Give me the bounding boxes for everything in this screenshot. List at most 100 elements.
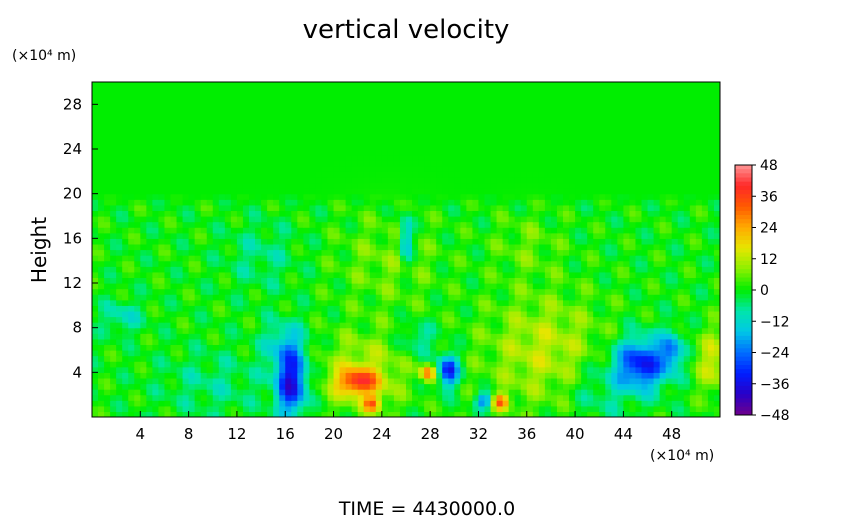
heatmap-cell: [182, 182, 190, 189]
heatmap-cell: [617, 210, 624, 217]
heatmap-cell: [255, 188, 262, 195]
heatmap-cell: [315, 221, 323, 228]
heatmap-cell: [502, 288, 510, 295]
heatmap-cell: [242, 277, 250, 284]
heatmap-cell: [261, 372, 268, 379]
heatmap-cell: [538, 372, 546, 379]
heatmap-cell: [200, 238, 208, 245]
heatmap-cell: [587, 377, 594, 385]
heatmap-cell: [164, 249, 172, 256]
heatmap-cell: [333, 260, 341, 267]
heatmap-cell: [605, 182, 612, 189]
heatmap-cell: [454, 377, 461, 385]
heatmap-cell: [587, 361, 594, 368]
heatmap-cell: [351, 383, 359, 390]
heatmap-cell: [224, 333, 232, 340]
heatmap-cell: [110, 232, 117, 239]
heatmap-cell: [309, 227, 317, 234]
heatmap-cell: [472, 149, 480, 156]
heatmap-cell: [327, 400, 335, 407]
heatmap-cell: [653, 294, 661, 301]
heatmap-cell: [653, 361, 661, 368]
heatmap-cell: [285, 411, 292, 417]
heatmap-cell: [689, 372, 697, 379]
heatmap-cell: [230, 232, 238, 239]
heatmap-cell: [92, 149, 99, 156]
heatmap-cell: [249, 227, 256, 234]
heatmap-cell: [230, 182, 238, 189]
heatmap-cell: [448, 188, 455, 195]
heatmap-cell: [563, 338, 570, 346]
heatmap-cell: [92, 316, 99, 323]
heatmap-cell: [406, 361, 413, 368]
heatmap-cell: [104, 204, 111, 212]
heatmap-cell: [508, 333, 516, 340]
heatmap-cell: [285, 204, 292, 212]
heatmap-cell: [424, 333, 431, 340]
heatmap-cell: [393, 199, 401, 206]
heatmap-cell: [605, 232, 612, 239]
heatmap-cell: [303, 160, 310, 167]
heatmap-cell: [351, 411, 359, 417]
heatmap-cell: [249, 266, 256, 273]
heatmap-cell: [593, 260, 600, 267]
heatmap-cell: [291, 210, 298, 217]
heatmap-cell: [575, 277, 582, 284]
heatmap-cell: [593, 350, 600, 357]
heatmap-cell: [285, 160, 292, 167]
heatmap-cell: [556, 266, 564, 273]
heatmap-cell: [128, 199, 135, 206]
heatmap-cell: [569, 188, 576, 195]
heatmap-cell: [242, 338, 250, 346]
heatmap-cell: [581, 294, 588, 301]
heatmap-cell: [532, 154, 540, 161]
heatmap-cell: [412, 350, 419, 357]
heatmap-cell: [273, 216, 280, 223]
heatmap-cell: [194, 377, 202, 385]
heatmap-cell: [333, 277, 341, 284]
heatmap-cell: [575, 377, 582, 385]
heatmap-cell: [321, 154, 329, 161]
heatmap-cell: [363, 310, 371, 318]
heatmap-cell: [713, 294, 720, 301]
heatmap-cell: [267, 221, 274, 228]
heatmap-cell: [605, 283, 612, 290]
heatmap-cell: [713, 405, 720, 413]
heatmap-cell: [460, 238, 467, 245]
heatmap-cell: [170, 366, 178, 373]
heatmap-cell: [333, 299, 341, 306]
heatmap-cell: [563, 154, 570, 161]
heatmap-cell: [665, 277, 673, 284]
heatmap-cell: [623, 277, 631, 284]
heatmap-cell: [255, 377, 262, 385]
heatmap-cell: [478, 160, 486, 167]
heatmap-cell: [647, 204, 655, 212]
heatmap-cell: [333, 165, 341, 172]
heatmap-cell: [460, 305, 467, 312]
heatmap-cell: [369, 344, 377, 351]
heatmap-cell: [381, 171, 389, 178]
heatmap-cell: [230, 188, 238, 195]
heatmap-cell: [303, 227, 310, 234]
heatmap-cell: [387, 238, 395, 245]
heatmap-cell: [224, 188, 232, 195]
heatmap-cell: [182, 149, 190, 156]
heatmap-cell: [490, 249, 498, 256]
heatmap-cell: [242, 322, 250, 329]
heatmap-cell: [140, 171, 147, 178]
heatmap-cell: [206, 154, 214, 161]
heatmap-cell: [544, 299, 552, 306]
heatmap-cell: [442, 338, 449, 346]
heatmap-cell: [110, 216, 117, 223]
heatmap-cell: [683, 182, 691, 189]
heatmap-cell: [412, 294, 419, 301]
heatmap-cell: [297, 227, 304, 234]
heatmap-cell: [635, 411, 643, 417]
heatmap-cell: [496, 283, 504, 290]
heatmap-cell: [424, 283, 431, 290]
heatmap-cell: [309, 377, 317, 385]
heatmap-cell: [375, 355, 383, 362]
heatmap-cell: [514, 355, 522, 362]
heatmap-cell: [134, 149, 141, 156]
heatmap-cell: [315, 165, 323, 172]
